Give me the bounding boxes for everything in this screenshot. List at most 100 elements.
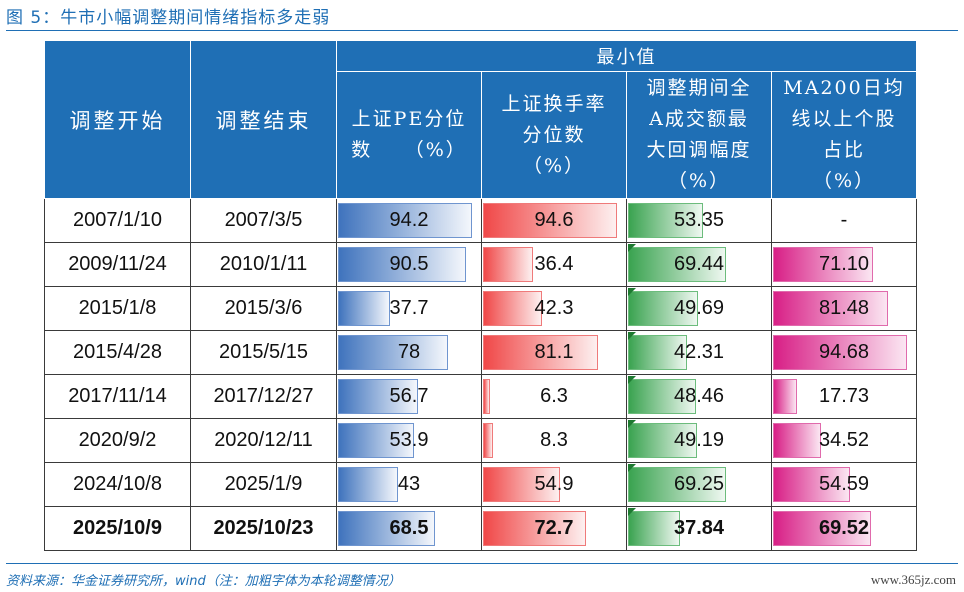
- bar-ma200: [773, 511, 872, 546]
- cell-turnover: 36.4: [481, 242, 627, 287]
- value-drawdown: 48.46: [673, 385, 725, 407]
- value-drawdown: 37.84: [673, 517, 725, 539]
- value-pe: 68.5: [389, 517, 429, 539]
- value-drawdown: 42.31: [673, 341, 725, 363]
- bar-pe: [338, 203, 472, 238]
- table-row: 2015/1/8 2015/3/6 37.7 42.3 49.69 81.48: [44, 286, 917, 331]
- bar-turnover: [483, 379, 491, 414]
- cell-turnover: 72.7: [481, 506, 627, 551]
- cell-start: 2015/4/28: [44, 330, 191, 375]
- bar-turnover: [483, 291, 542, 326]
- bar-pe: [338, 467, 398, 502]
- bar-pe: [338, 247, 467, 282]
- value-drawdown: 69.44: [673, 253, 725, 275]
- bar-drawdown: [628, 511, 681, 546]
- comment-marker-icon: [628, 288, 636, 296]
- cell-ma200: -: [771, 198, 917, 243]
- value-turnover: 54.9: [534, 473, 574, 495]
- value-drawdown: 53.35: [673, 209, 725, 231]
- cell-ma200: 94.68: [771, 330, 917, 375]
- cell-end: 2015/3/6: [190, 286, 337, 331]
- comment-marker-icon: [628, 508, 636, 516]
- bar-turnover: [483, 467, 561, 502]
- value-ma200: 81.48: [818, 297, 870, 319]
- value-pe: 53.9: [389, 429, 429, 451]
- cell-start: 2009/11/24: [44, 242, 191, 287]
- header-start: 调整开始: [44, 40, 191, 199]
- bar-pe: [338, 335, 449, 370]
- bar-drawdown: [628, 467, 726, 502]
- bar-ma200: [773, 291, 889, 326]
- footer-rule: [6, 563, 958, 564]
- value-pe: 56.7: [389, 385, 429, 407]
- bar-drawdown: [628, 291, 698, 326]
- cell-drawdown: 69.25: [626, 462, 772, 507]
- value-turnover: 8.3: [540, 429, 568, 451]
- table-row: 2015/4/28 2015/5/15 78 81.1 42.31 94.68: [44, 330, 917, 375]
- cell-turnover: 6.3: [481, 374, 627, 419]
- table-row: 2017/11/14 2017/12/27 56.7 6.3 48.46 17.73: [44, 374, 917, 419]
- cell-end: 2020/12/11: [190, 418, 337, 463]
- bar-pe: [338, 291, 391, 326]
- value-ma200: 17.73: [818, 385, 870, 407]
- value-pe: 78: [397, 341, 421, 363]
- cell-turnover: 54.9: [481, 462, 627, 507]
- cell-end: 2017/12/27: [190, 374, 337, 419]
- value-turnover: 81.1: [534, 341, 574, 363]
- bar-drawdown: [628, 423, 697, 458]
- cell-drawdown: 69.44: [626, 242, 772, 287]
- bar-pe: [338, 379, 418, 414]
- sentiment-table: 调整开始 调整结束 最小值 上证PE分位 数 （%） 上证换手率 分位数 （%）…: [44, 40, 917, 551]
- header-group-min: 最小值: [336, 40, 917, 72]
- header-turnover: 上证换手率 分位数 （%）: [481, 71, 627, 199]
- cell-pe: 78: [336, 330, 482, 375]
- cell-end: 2007/3/5: [190, 198, 337, 243]
- title-rule: [6, 30, 958, 31]
- cell-ma200: 71.10: [771, 242, 917, 287]
- bar-turnover: [483, 203, 618, 238]
- cell-pe: 90.5: [336, 242, 482, 287]
- cell-ma200: 54.59: [771, 462, 917, 507]
- value-drawdown: 69.25: [673, 473, 725, 495]
- bar-pe: [338, 511, 435, 546]
- value-turnover: 6.3: [540, 385, 568, 407]
- cell-start: 2017/11/14: [44, 374, 191, 419]
- comment-marker-icon: [628, 244, 636, 252]
- comment-marker-icon: [628, 376, 636, 384]
- cell-end: 2025/1/9: [190, 462, 337, 507]
- value-pe: 90.5: [389, 253, 429, 275]
- bar-turnover: [483, 247, 534, 282]
- bar-turnover: [483, 511, 586, 546]
- value-ma200: 71.10: [818, 253, 870, 275]
- cell-turnover: 42.3: [481, 286, 627, 331]
- table-row: 2025/10/9 2025/10/23 68.5 72.7 37.84 69.52: [44, 506, 917, 551]
- bar-ma200: [773, 247, 874, 282]
- cell-ma200: 81.48: [771, 286, 917, 331]
- bar-drawdown: [628, 335, 687, 370]
- header-end: 调整结束: [190, 40, 337, 199]
- header-ma200: MA200日均 线以上个股 占比 （%）: [771, 71, 917, 199]
- bar-drawdown: [628, 203, 703, 238]
- cell-start: 2025/10/9: [44, 506, 191, 551]
- cell-drawdown: 42.31: [626, 330, 772, 375]
- table-row: 2020/9/2 2020/12/11 53.9 8.3 49.19 34.52: [44, 418, 917, 463]
- cell-start: 2020/9/2: [44, 418, 191, 463]
- cell-end: 2015/5/15: [190, 330, 337, 375]
- value-pe: 43: [397, 473, 421, 495]
- cell-pe: 94.2: [336, 198, 482, 243]
- value-turnover: 72.7: [534, 517, 574, 539]
- bar-ma200: [773, 423, 821, 458]
- cell-end: 2025/10/23: [190, 506, 337, 551]
- value-turnover: 36.4: [534, 253, 574, 275]
- cell-pe: 56.7: [336, 374, 482, 419]
- watermark: www.365jz.com: [870, 572, 956, 587]
- cell-pe: 53.9: [336, 418, 482, 463]
- cell-ma200: 69.52: [771, 506, 917, 551]
- bar-ma200: [773, 467, 850, 502]
- value-pe: 94.2: [389, 209, 429, 231]
- bar-ma200: [773, 335, 908, 370]
- value-ma200: -: [840, 209, 848, 231]
- bar-ma200: [773, 379, 797, 414]
- cell-drawdown: 49.69: [626, 286, 772, 331]
- value-turnover: 42.3: [534, 297, 574, 319]
